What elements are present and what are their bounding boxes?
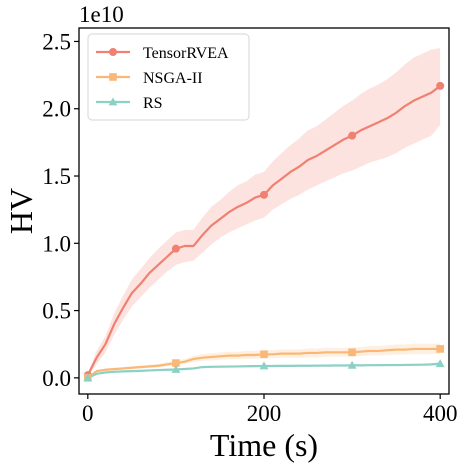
legend-items: TensorRVEA NSGA-II RS: [96, 45, 229, 112]
x-tick-label: 0: [82, 401, 94, 426]
rs-marker: [83, 373, 93, 382]
y-axis-title: HV: [3, 188, 39, 234]
x-axis-title: Time (s): [210, 427, 318, 463]
rs-marker: [259, 361, 269, 370]
nsga-ii-marker: [348, 348, 356, 357]
y-tick-label: 2.0: [42, 97, 71, 122]
x-axis-ticks: 0 200 400: [82, 394, 457, 426]
legend: TensorRVEA NSGA-II RS: [87, 33, 250, 121]
y-tick-label: 0.0: [42, 366, 71, 391]
rs-marker: [171, 364, 181, 373]
y-offset-label: 1e10: [79, 2, 124, 27]
y-tick-label: 1.0: [42, 231, 71, 256]
legend-marker-rs: [108, 97, 118, 106]
series-markers: [83, 81, 445, 382]
y-tick-label: 1.5: [42, 164, 71, 189]
legend-label-rs: RS: [143, 95, 163, 112]
rs-marker: [435, 359, 445, 368]
y-axis-ticks: 0.0 0.5 1.0 1.5 2.0 2.5: [42, 29, 79, 391]
y-tick-label: 2.5: [42, 29, 71, 54]
nsga-ii-band: [87, 343, 441, 378]
tensorrvea-band: [87, 48, 441, 377]
tensorrvea-marker: [348, 131, 357, 140]
x-tick-label: 200: [247, 401, 282, 426]
tensorrvea-marker: [260, 190, 268, 199]
legend-label-nsga-ii: NSGA-II: [143, 70, 203, 87]
nsga-ii-marker: [172, 359, 180, 367]
legend-marker-nsga-ii: [109, 73, 117, 81]
legend-label-tensorrvea: TensorRVEA: [143, 45, 229, 62]
nsga-ii-marker: [436, 345, 444, 353]
legend-marker-tensorrvea: [109, 48, 117, 56]
legend-box: [87, 33, 250, 121]
x-tick-label: 400: [423, 401, 458, 426]
y-tick-label: 0.5: [42, 299, 71, 324]
rs-marker: [347, 360, 357, 369]
tensorrvea-marker: [171, 244, 180, 253]
tensorrvea-marker: [436, 81, 445, 90]
nsga-ii-marker: [260, 350, 268, 359]
